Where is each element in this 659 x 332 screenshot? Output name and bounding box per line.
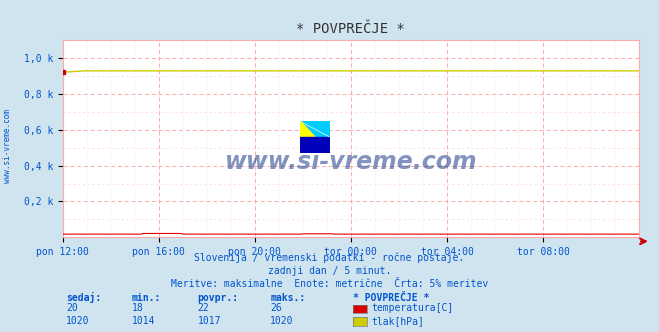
Text: * POVPREČJE *: * POVPREČJE *	[353, 293, 429, 303]
Text: povpr.:: povpr.:	[198, 293, 239, 303]
Text: tlak[hPa]: tlak[hPa]	[371, 316, 424, 326]
Text: 1017: 1017	[198, 316, 221, 326]
Polygon shape	[300, 121, 330, 137]
Title: * POVPREČJE *: * POVPREČJE *	[297, 22, 405, 36]
Text: www.si-vreme.com: www.si-vreme.com	[225, 150, 477, 174]
Text: temperatura[C]: temperatura[C]	[371, 303, 453, 313]
Text: Slovenija / vremenski podatki - ročne postaje.: Slovenija / vremenski podatki - ročne po…	[194, 252, 465, 263]
Text: zadnji dan / 5 minut.: zadnji dan / 5 minut.	[268, 266, 391, 276]
Text: 18: 18	[132, 303, 144, 313]
Polygon shape	[315, 121, 330, 137]
Text: min.:: min.:	[132, 293, 161, 303]
Text: 26: 26	[270, 303, 282, 313]
Text: 1020: 1020	[66, 316, 90, 326]
Text: maks.:: maks.:	[270, 293, 305, 303]
Text: 1014: 1014	[132, 316, 156, 326]
Text: 22: 22	[198, 303, 210, 313]
Polygon shape	[300, 121, 315, 137]
Polygon shape	[300, 137, 330, 153]
Polygon shape	[300, 121, 315, 137]
Text: 20: 20	[66, 303, 78, 313]
Text: sedaj:: sedaj:	[66, 292, 101, 303]
Text: www.si-vreme.com: www.si-vreme.com	[3, 109, 13, 183]
Text: Meritve: maksimalne  Enote: metrične  Črta: 5% meritev: Meritve: maksimalne Enote: metrične Črta…	[171, 279, 488, 289]
Text: 1020: 1020	[270, 316, 294, 326]
